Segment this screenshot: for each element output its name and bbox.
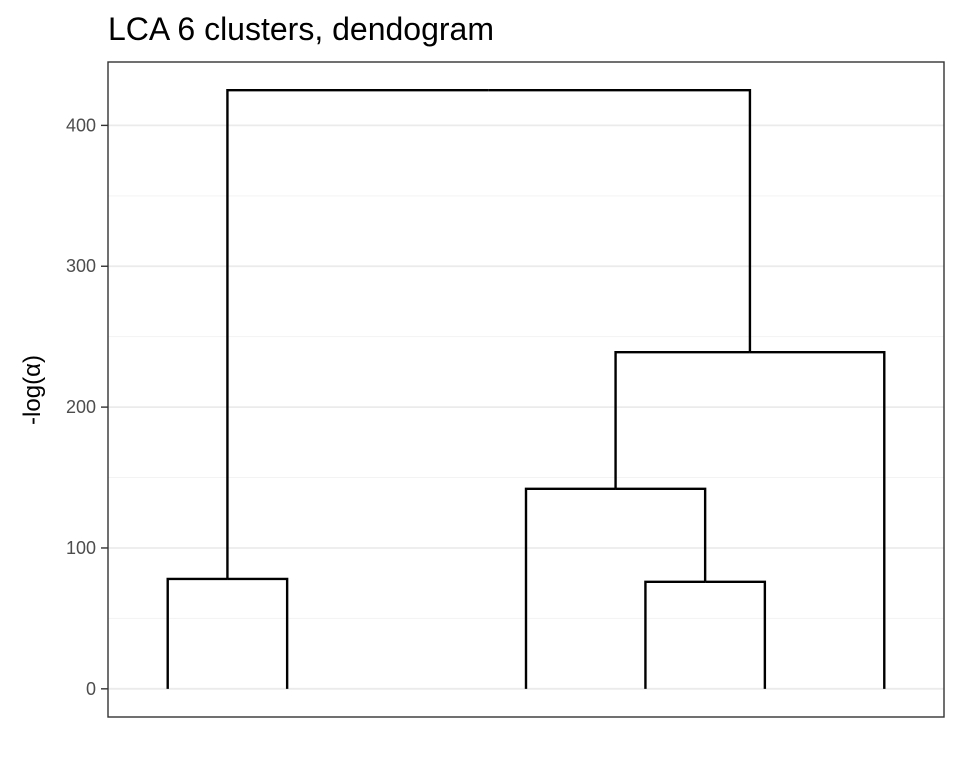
dendrogram-branch [705,580,767,689]
dendrogram-branch [644,580,706,689]
y-tick-label: 100 [66,538,96,558]
y-tick-label: 0 [86,679,96,699]
dendrogram-branch [488,88,752,353]
y-tick-label: 300 [66,256,96,276]
y-axis: 0 100 200 300 400 [66,115,108,699]
chart-title: LCA 6 clusters, dendogram [108,11,494,47]
y-tick-label: 200 [66,397,96,417]
dendrogram-branch [614,350,750,489]
branch-layer [166,88,886,689]
y-tick-label: 400 [66,115,96,135]
dendrogram-branch [166,577,228,689]
dendrogram-branch [226,88,489,579]
y-axis-label: -log(α) [19,355,46,425]
panel-border [107,61,945,718]
dendrogram-branch [749,350,886,689]
dendrogram-branch [227,577,289,689]
dendrogram-branch [524,487,616,689]
dendrogram-branch [615,487,707,582]
